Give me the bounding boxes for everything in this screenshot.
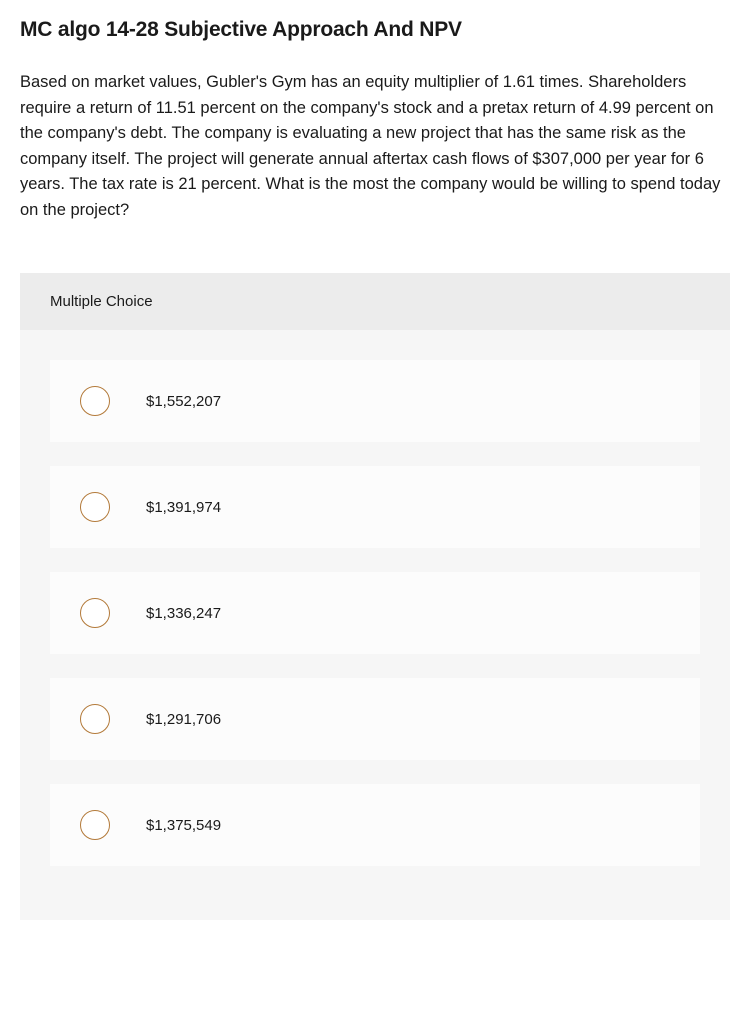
option-row[interactable]: $1,391,974: [50, 466, 700, 548]
radio-icon[interactable]: [80, 810, 110, 840]
question-title: MC algo 14-28 Subjective Approach And NP…: [20, 18, 730, 42]
options-list: $1,552,207 $1,391,974 $1,336,247 $1,291,…: [20, 330, 730, 866]
radio-icon[interactable]: [80, 492, 110, 522]
option-label: $1,336,247: [146, 605, 221, 622]
option-label: $1,391,974: [146, 499, 221, 516]
radio-icon[interactable]: [80, 704, 110, 734]
option-row[interactable]: $1,375,549: [50, 784, 700, 866]
option-row[interactable]: $1,291,706: [50, 678, 700, 760]
option-row[interactable]: $1,336,247: [50, 572, 700, 654]
multiple-choice-header: Multiple Choice: [20, 273, 730, 330]
multiple-choice-container: Multiple Choice $1,552,207 $1,391,974 $1…: [20, 273, 730, 920]
option-label: $1,552,207: [146, 393, 221, 410]
radio-icon[interactable]: [80, 386, 110, 416]
radio-icon[interactable]: [80, 598, 110, 628]
option-label: $1,375,549: [146, 817, 221, 834]
question-body: Based on market values, Gubler's Gym has…: [20, 70, 730, 223]
option-label: $1,291,706: [146, 711, 221, 728]
option-row[interactable]: $1,552,207: [50, 360, 700, 442]
